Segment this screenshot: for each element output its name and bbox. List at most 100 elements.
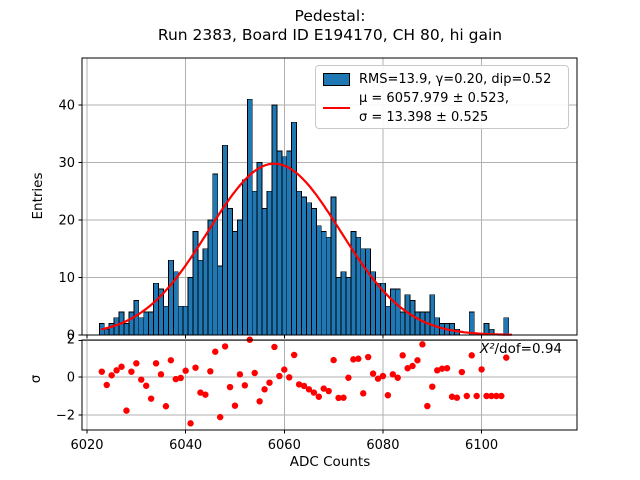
histogram-swatch-icon [323,73,350,86]
histogram-bar [163,305,169,336]
residual-dot [187,420,194,427]
residual-dot [330,356,337,364]
gaussian-fit-curve [100,162,513,336]
residual-dot [147,395,155,402]
residual-dot [305,386,313,393]
residual-dot [320,385,327,392]
title-line-2: Run 2383, Board ID E194170, CH 80, hi ga… [157,26,503,44]
main-axes-frame [81,57,578,336]
residual-dot [429,383,436,390]
histogram-bar [468,311,475,336]
residual-dot [276,372,283,380]
histogram-bar [241,179,248,336]
legend-fit-swatch-box [323,106,350,110]
residual-dot [360,390,367,397]
residual-dot [438,365,446,372]
histogram-bar [202,248,209,336]
histogram-bar [296,190,303,336]
y-tick-label-residual: 0 [67,371,75,386]
x-tick-label: 6040 [169,438,202,453]
residual-dot [350,356,357,363]
residual-dot [498,392,505,400]
x-axis-label: ADC Counts [289,454,371,470]
histogram-bar [246,98,253,336]
x-tick-label: 6080 [366,438,399,453]
residual-dot [434,367,441,374]
residual-dot [325,387,332,395]
residual-dot [281,366,288,373]
residual-dot [458,368,466,376]
title-line-1: Pedestal: [294,7,366,25]
y-tick-label-residual: −2 [56,409,75,424]
histogram-bar [217,265,224,336]
residual-dot [483,392,490,400]
residual-dot [290,351,298,359]
histogram-bar [182,305,189,336]
y-tick-label-main: 0 [67,329,75,344]
residual-dot [167,357,175,364]
histogram-bar [345,277,352,336]
residual-dot [251,369,258,377]
histogram-bar [335,277,342,336]
residual-dot [108,372,115,379]
histogram-bar [227,208,233,336]
residual-dot [473,392,480,400]
histogram-bar [138,317,145,336]
residual-dot [300,382,308,390]
residual-dot [369,370,377,377]
residual-dot [138,376,145,383]
residual-dot [98,368,105,375]
residual-dot [236,371,244,378]
residual-dot [379,372,387,380]
histogram-bar [419,311,426,336]
histogram-bar [301,196,307,336]
histogram-bar [399,311,406,336]
residual-dot [266,379,273,386]
histogram-bar [325,236,332,336]
residual-dot [453,394,461,401]
residual-dot [231,402,239,409]
histogram-bar [429,294,436,336]
x-tick-label: 6060 [268,438,301,453]
legend-histogram-label: RMS=13.9, γ=0.20, dip=0.52 [359,72,552,87]
residual-dot [404,365,411,372]
y-axis-label-entries: Entries [30,172,46,220]
chi2-value: /dof=0.94 [494,341,563,357]
histogram-bar [143,311,150,336]
histogram-bar [291,121,298,336]
residual-dot [216,413,224,421]
histogram-bar [503,317,510,336]
histogram-bar [197,259,204,336]
residual-dot [374,375,382,382]
legend-box: RMS=13.9, γ=0.20, dip=0.52 μ = 6057.979 … [315,65,569,129]
residual-dot [172,375,179,383]
residual-dot [261,386,268,393]
x-tick-label: 6100 [465,438,498,453]
residual-dot [286,374,293,381]
residual-dot [394,374,401,381]
y-tick-label-main: 20 [58,214,75,229]
residual-dot [424,402,431,410]
histogram-bar [310,208,317,336]
residual-dot [345,374,352,381]
residual-dot [419,341,426,348]
residual-dot [355,355,362,362]
histogram-bar [128,311,135,336]
chi2-annotation: X²/dof=0.94 [480,341,562,357]
residual-dot [414,357,421,364]
legend-fit-label: μ = 6057.979 ± 0.523, σ = 13.398 ± 0.525 [359,89,509,127]
legend-entry-histogram: RMS=13.9, γ=0.20, dip=0.52 [323,70,560,89]
histogram-bar [271,104,278,336]
residual-dot [389,371,397,378]
histogram-bar [232,231,238,336]
residual-dot [197,389,204,396]
histogram-bar [276,150,283,336]
residual-dot [335,394,342,402]
y-tick-label-main: 40 [58,99,75,114]
residual-dot [503,354,510,361]
residual-dot [310,389,318,396]
histogram-bar [365,248,372,336]
residual-dot [295,381,303,388]
histogram-bar [123,323,130,336]
chart-title: Pedestal: Run 2383, Board ID E194170, CH… [158,7,502,45]
